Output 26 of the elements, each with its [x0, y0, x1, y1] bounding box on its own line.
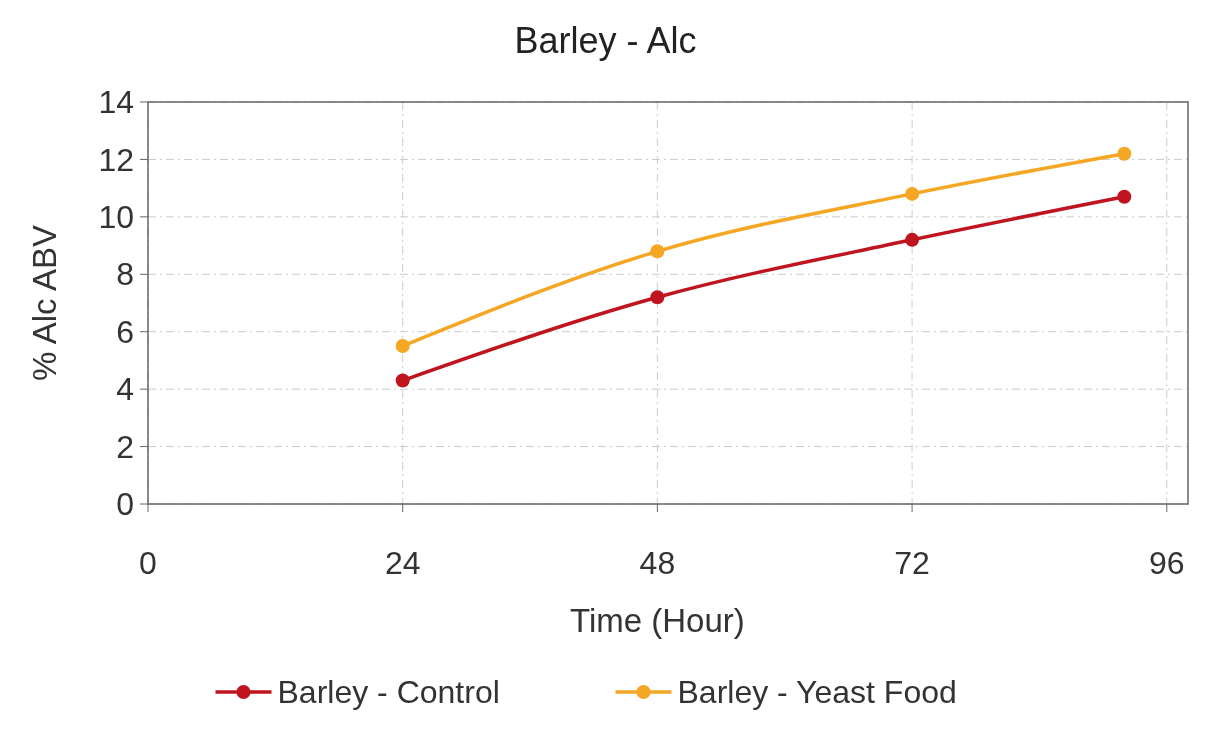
y-axis-title: % Alc ABV — [26, 225, 63, 381]
y-tick-label: 12 — [98, 141, 134, 178]
chart-title: Barley - Alc — [514, 20, 697, 61]
y-tick-label: 0 — [116, 486, 134, 523]
point — [1117, 146, 1132, 161]
x-axis-title: Time (Hour) — [570, 602, 745, 639]
x-tick-label: 48 — [639, 545, 676, 581]
legend-label: Barley - Control — [277, 674, 500, 711]
point — [650, 290, 665, 305]
point — [905, 186, 920, 201]
y-tick-label: 8 — [116, 256, 134, 293]
x-tick-label: 0 — [139, 545, 157, 581]
y-tick-label: 10 — [98, 199, 134, 236]
x-tick-label: 96 — [1148, 545, 1185, 581]
point — [1117, 189, 1132, 204]
y-tick-label: 6 — [116, 313, 134, 350]
point — [395, 373, 410, 388]
x-tick-label: 72 — [894, 545, 930, 581]
point — [905, 232, 920, 247]
y-tick-label: 2 — [116, 428, 134, 465]
point — [395, 339, 410, 354]
x-tick-label: 24 — [384, 545, 421, 581]
y-tick-label: 4 — [116, 371, 134, 408]
point — [650, 244, 665, 259]
legend-label: Barley - Yeast Food — [677, 674, 957, 711]
y-tick-label: 14 — [98, 84, 134, 121]
